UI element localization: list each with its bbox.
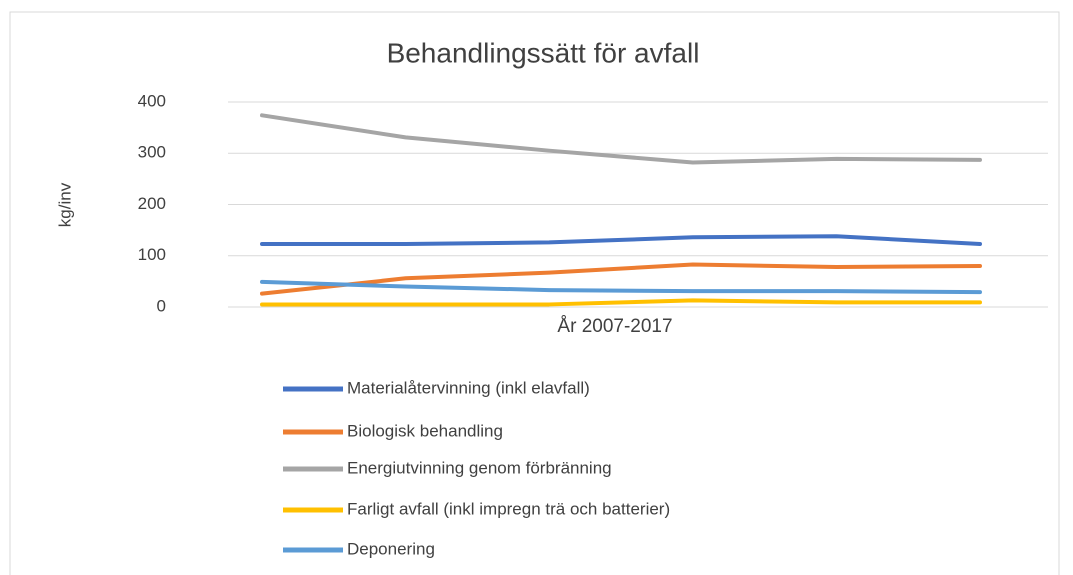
- series-line: [260, 298, 982, 307]
- series-line: [260, 279, 982, 295]
- series-line: [260, 262, 982, 296]
- legend-label: Deponering: [347, 539, 435, 558]
- y-tick-label: 300: [138, 143, 166, 162]
- series-line: [260, 113, 982, 165]
- legend-label: Biologisk behandling: [347, 421, 503, 440]
- series-line: [260, 234, 982, 246]
- legend-label: Farligt avfall (inkl impregn trä och bat…: [347, 499, 670, 518]
- chart-title: Behandlingssätt för avfall: [387, 37, 700, 68]
- y-tick-label: 200: [138, 194, 166, 213]
- legend-label: Materialåtervinning (inkl elavfall): [347, 378, 590, 397]
- chart-border: [9, 11, 1060, 575]
- y-axis-label: kg/inv: [55, 182, 74, 227]
- y-tick-label: 100: [138, 245, 166, 264]
- legend-label: Energiutvinning genom förbränning: [347, 458, 612, 477]
- y-tick-label: 400: [138, 91, 166, 110]
- y-tick-label: 0: [157, 296, 166, 315]
- x-axis-label: År 2007-2017: [557, 316, 672, 337]
